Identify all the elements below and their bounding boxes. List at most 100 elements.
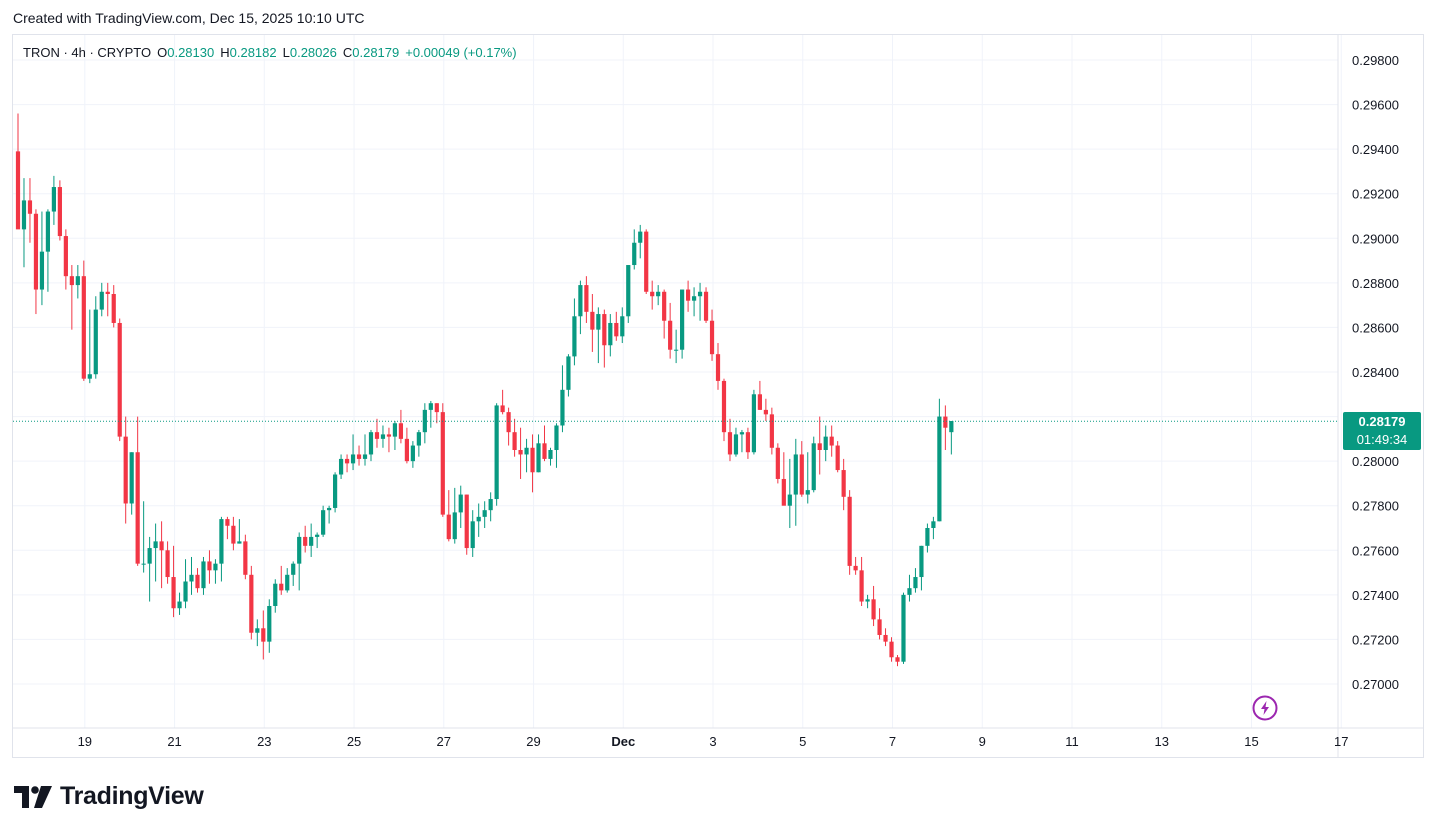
candle-down xyxy=(386,427,392,453)
price-tick-label: 0.28800 xyxy=(1352,276,1399,291)
price-tick-label: 0.29200 xyxy=(1352,187,1399,202)
candle-up xyxy=(949,421,954,455)
candle-body xyxy=(356,454,362,459)
price-tick-label: 0.29400 xyxy=(1352,142,1399,157)
candle-up xyxy=(452,487,457,544)
candle-down xyxy=(799,441,804,497)
candle-up xyxy=(45,209,51,292)
candle-up xyxy=(823,425,828,462)
candle-up xyxy=(153,523,158,582)
created-with-caption: Created with TradingView.com, Dec 15, 20… xyxy=(13,10,365,26)
candle-down xyxy=(500,389,505,415)
candle-body xyxy=(69,276,74,286)
candle-body xyxy=(392,423,398,437)
candle-body xyxy=(249,574,254,633)
date-tick-label: 17 xyxy=(1334,734,1348,749)
lightning-bolt-icon[interactable] xyxy=(1252,695,1278,726)
candle-body xyxy=(458,494,463,513)
time-axis: 19 21 23 25 27 29 Dec 3 5 7 9 11 13 15 17 xyxy=(13,727,1424,749)
date-tick-label: 23 xyxy=(257,734,271,749)
candle-up xyxy=(937,398,942,522)
candle-body xyxy=(368,432,374,455)
candle-up xyxy=(626,265,631,323)
candle-down xyxy=(889,637,894,662)
candle-body xyxy=(620,316,625,337)
candle-up xyxy=(177,592,182,615)
candle-body xyxy=(638,231,643,243)
candle-body xyxy=(823,436,828,450)
candle-body xyxy=(464,494,469,549)
candle-down xyxy=(829,425,834,457)
candle-up xyxy=(901,592,906,664)
candle-body xyxy=(715,354,721,381)
candle-down xyxy=(165,541,170,584)
candle-body xyxy=(757,394,762,410)
candle-body xyxy=(494,405,499,500)
ohlc-legend: TRON · 4h · CRYPTO O0.28130 H0.28182 L0.280… xyxy=(23,45,517,60)
candle-body xyxy=(937,416,942,522)
candle-body xyxy=(243,541,248,575)
candle-body xyxy=(231,525,236,544)
candle-up xyxy=(805,452,810,504)
candle-up xyxy=(338,454,344,479)
candle-up xyxy=(297,532,302,591)
candle-body xyxy=(697,291,703,297)
candle-down xyxy=(614,311,619,341)
candle-down xyxy=(111,285,116,328)
candle-up xyxy=(691,287,697,317)
chart-frame[interactable] xyxy=(12,34,1424,758)
candle-body xyxy=(512,432,517,450)
candle-body xyxy=(584,285,589,312)
candle-down xyxy=(859,556,864,606)
candle-up xyxy=(632,229,637,270)
candle-down xyxy=(685,280,691,312)
symbol-label[interactable]: TRON · 4h · CRYPTO xyxy=(23,45,152,60)
candle-body xyxy=(548,450,553,459)
price-tick-label: 0.27600 xyxy=(1352,543,1399,558)
last-price-text: 0.28179 xyxy=(1358,414,1406,429)
tradingview-logo[interactable]: TradingView xyxy=(14,782,204,811)
candle-body xyxy=(668,320,673,350)
candle-body xyxy=(590,311,595,330)
candle-body xyxy=(949,421,954,433)
candle-body xyxy=(171,577,176,609)
candle-up xyxy=(596,307,601,364)
date-tick-label: 25 xyxy=(347,734,361,749)
candle-down xyxy=(644,229,649,294)
candle-up xyxy=(488,492,493,522)
candle-down xyxy=(769,407,774,455)
candle-up xyxy=(87,309,92,384)
candle-up xyxy=(350,434,356,471)
candle-down xyxy=(464,494,469,555)
candle-body xyxy=(440,412,445,515)
candle-body xyxy=(943,416,948,428)
change-value: +0.00049 (+0.17%) xyxy=(405,45,517,60)
candle-body xyxy=(159,541,164,551)
candle-down xyxy=(584,276,589,323)
candle-down xyxy=(853,556,858,575)
candle-body xyxy=(410,445,415,462)
candle-body xyxy=(727,432,733,455)
candle-up xyxy=(380,425,386,448)
candle-down xyxy=(602,309,607,368)
candle-body xyxy=(608,322,613,346)
candle-up xyxy=(931,516,936,540)
candle-body xyxy=(285,574,290,591)
price-tick-label: 0.28000 xyxy=(1352,454,1399,469)
candle-body xyxy=(237,541,242,544)
candle-body xyxy=(15,151,21,230)
candle-down xyxy=(225,516,230,540)
candle-up xyxy=(793,438,798,526)
candle-up xyxy=(219,516,224,582)
candle-body xyxy=(709,320,715,355)
candle-body xyxy=(279,583,284,591)
candle-down xyxy=(231,516,236,551)
high-value: 0.28182 xyxy=(229,45,277,60)
date-tick-label: 9 xyxy=(979,734,986,749)
candle-body xyxy=(572,316,577,357)
candle-up xyxy=(494,403,499,506)
candle-up xyxy=(524,438,529,473)
candle-up xyxy=(919,545,924,591)
candle-down xyxy=(727,418,733,462)
